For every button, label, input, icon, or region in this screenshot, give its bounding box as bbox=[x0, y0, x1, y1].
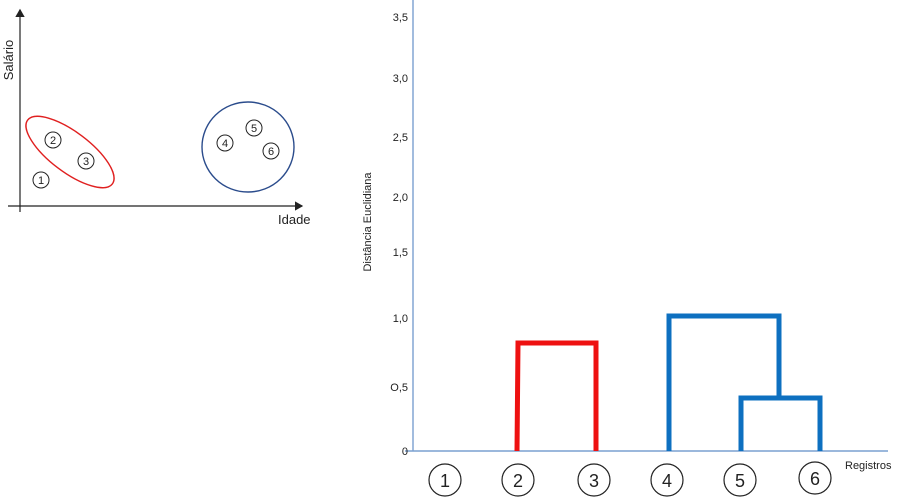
svg-text:3: 3 bbox=[589, 471, 599, 491]
scatter-point-2: 2 bbox=[44, 131, 62, 149]
merge-link-2-3 bbox=[514, 340, 599, 452]
svg-text:4: 4 bbox=[662, 471, 672, 491]
scatter-point-6: 6 bbox=[262, 142, 280, 160]
cluster-red-ellipse bbox=[25, 115, 115, 189]
merge-link-5-6 bbox=[738, 395, 823, 451]
svg-text:5: 5 bbox=[735, 471, 745, 491]
scatter-x-label: Idade bbox=[278, 212, 311, 227]
dendrogram-y-label: Distância Euclidiana bbox=[362, 172, 374, 272]
svg-text:4: 4 bbox=[222, 138, 228, 150]
leaf-4: 4 bbox=[650, 463, 684, 497]
dendrogram-x-label: Registros bbox=[845, 460, 892, 472]
svg-text:2: 2 bbox=[50, 135, 56, 147]
scatter-y-label: Salário bbox=[1, 40, 16, 80]
merge-link-4-56 bbox=[666, 313, 782, 451]
y-tick-label: 1,0 bbox=[393, 313, 408, 325]
svg-text:1: 1 bbox=[440, 471, 450, 491]
svg-text:3: 3 bbox=[83, 156, 89, 168]
svg-text:5: 5 bbox=[251, 123, 257, 135]
scatter-point-4: 4 bbox=[216, 134, 234, 152]
y-tick-label: 0 bbox=[402, 446, 408, 458]
dendrogram-chart: Distância Euclidiana Registros 0 O,5 1,0… bbox=[362, 0, 892, 497]
y-tick-label: O,5 bbox=[390, 382, 408, 394]
leaf-1: 1 bbox=[428, 463, 462, 497]
scatter-diagram: Salário Idade 1 2 3 4 5 6 bbox=[1, 8, 311, 227]
scatter-point-3: 3 bbox=[77, 152, 95, 170]
leaf-6: 6 bbox=[798, 461, 832, 495]
leaf-3: 3 bbox=[577, 463, 611, 497]
scatter-point-5: 5 bbox=[245, 119, 263, 137]
scatter-point-1: 1 bbox=[32, 171, 50, 189]
svg-text:1: 1 bbox=[38, 175, 44, 187]
y-tick-label: 2,0 bbox=[393, 192, 408, 204]
y-tick-label: 2,5 bbox=[393, 132, 408, 144]
svg-text:6: 6 bbox=[810, 469, 820, 489]
cluster-blue-ellipse bbox=[201, 101, 295, 193]
svg-text:2: 2 bbox=[513, 471, 523, 491]
leaf-2: 2 bbox=[501, 463, 535, 497]
y-tick-labels: 0 O,5 1,0 1,5 2,0 2,5 3,0 3,5 bbox=[390, 12, 408, 458]
svg-text:6: 6 bbox=[268, 146, 274, 158]
y-tick-label: 3,5 bbox=[393, 12, 408, 24]
y-tick-label: 1,5 bbox=[393, 247, 408, 259]
leaf-5: 5 bbox=[723, 463, 757, 497]
y-tick-label: 3,0 bbox=[393, 73, 408, 85]
